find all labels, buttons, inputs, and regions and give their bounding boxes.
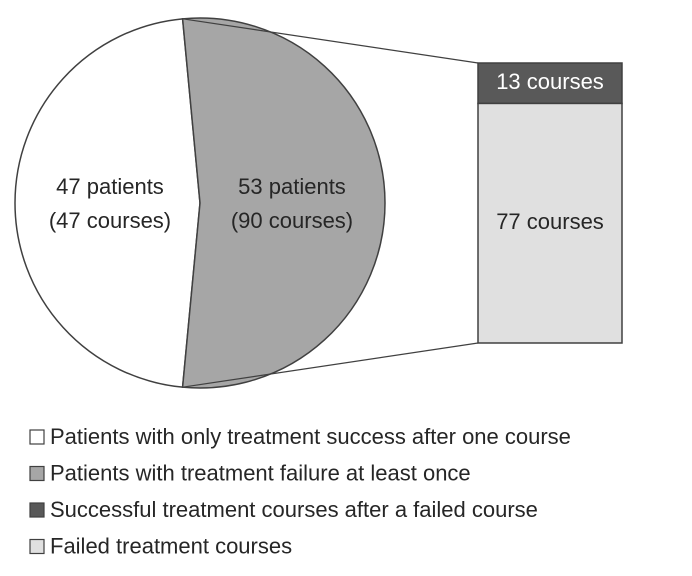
pie-course-label: (90 courses) xyxy=(231,208,353,233)
legend-label: Patients with treatment failure at least… xyxy=(50,460,471,485)
legend-label: Patients with only treatment success aft… xyxy=(50,424,571,449)
pie-slice xyxy=(14,18,201,388)
legend-swatch xyxy=(29,502,45,518)
pie-course-label: (47 courses) xyxy=(49,208,171,233)
bar-segment xyxy=(477,62,623,105)
pie-slice xyxy=(181,17,386,389)
pie-label: 47 patients xyxy=(56,174,164,199)
legend-swatch xyxy=(29,465,45,482)
connector-line xyxy=(182,18,479,64)
bar-segment xyxy=(477,102,623,344)
legend-swatch xyxy=(29,538,45,555)
bar-label: 13 courses xyxy=(496,69,604,94)
pie-label: 53 patients xyxy=(238,174,346,199)
legend-label: Failed treatment courses xyxy=(50,533,292,558)
bar-label: 77 courses xyxy=(496,209,604,234)
legend-swatch xyxy=(29,429,45,445)
connector-line xyxy=(182,342,479,388)
legend-label: Successful treatment courses after a fai… xyxy=(50,497,538,522)
